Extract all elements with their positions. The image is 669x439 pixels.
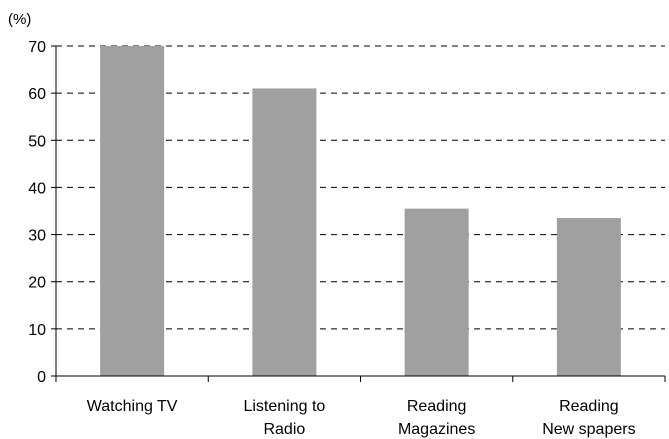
y-tick-labels: 0 10 20 30 40 50 60 70 xyxy=(28,39,46,386)
y-tick-label-60: 60 xyxy=(28,86,46,103)
x-category-label-3: Reading New spapers xyxy=(542,398,635,438)
bar-1 xyxy=(252,88,317,376)
bar-0 xyxy=(100,46,165,376)
bar-3 xyxy=(556,218,621,376)
bar-2 xyxy=(404,208,469,376)
x-category-label-1: Listening to Radio xyxy=(243,398,325,438)
x-category-label-2: Reading Magazines xyxy=(398,398,475,438)
y-tick-label-10: 10 xyxy=(28,322,46,339)
x-category-label-0: Watching TV xyxy=(87,398,178,415)
axes xyxy=(51,45,666,382)
y-tick-label-20: 20 xyxy=(28,275,46,292)
y-tick-label-70: 70 xyxy=(28,39,46,56)
y-tick-label-0: 0 xyxy=(37,369,46,386)
bars xyxy=(100,46,621,376)
y-tick-label-30: 30 xyxy=(28,228,46,245)
x-category-labels: Watching TV Listening to Radio Reading Magaz… xyxy=(87,398,636,438)
y-tick-label-40: 40 xyxy=(28,180,46,197)
y-tick-label-50: 50 xyxy=(28,133,46,150)
y-axis-unit-label: (%) xyxy=(8,11,31,28)
